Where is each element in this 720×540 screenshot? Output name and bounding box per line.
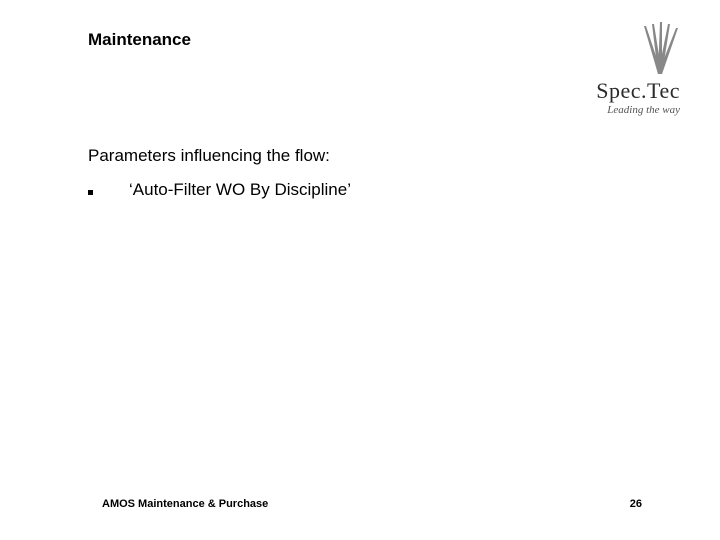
brand-logo: Spec.Tec Leading the way <box>576 22 680 116</box>
logo-wordmark: Spec.Tec <box>576 80 680 102</box>
footer-title: AMOS Maintenance & Purchase <box>102 498 268 510</box>
page-number: 26 <box>630 498 642 510</box>
slide-title: Maintenance <box>88 30 191 50</box>
logo-name: Spec.Tec <box>596 78 680 103</box>
bullet-text: ‘Auto-Filter WO By Discipline’ <box>129 180 351 200</box>
logo-tagline: Leading the way <box>576 104 680 116</box>
logo-fan-icon <box>576 22 680 78</box>
lead-paragraph: Parameters influencing the flow: <box>88 146 330 166</box>
bullet-item: ‘Auto-Filter WO By Discipline’ <box>88 180 351 200</box>
bullet-icon <box>88 190 93 195</box>
slide: Maintenance Spec.Tec Leading the way Par… <box>0 0 720 540</box>
